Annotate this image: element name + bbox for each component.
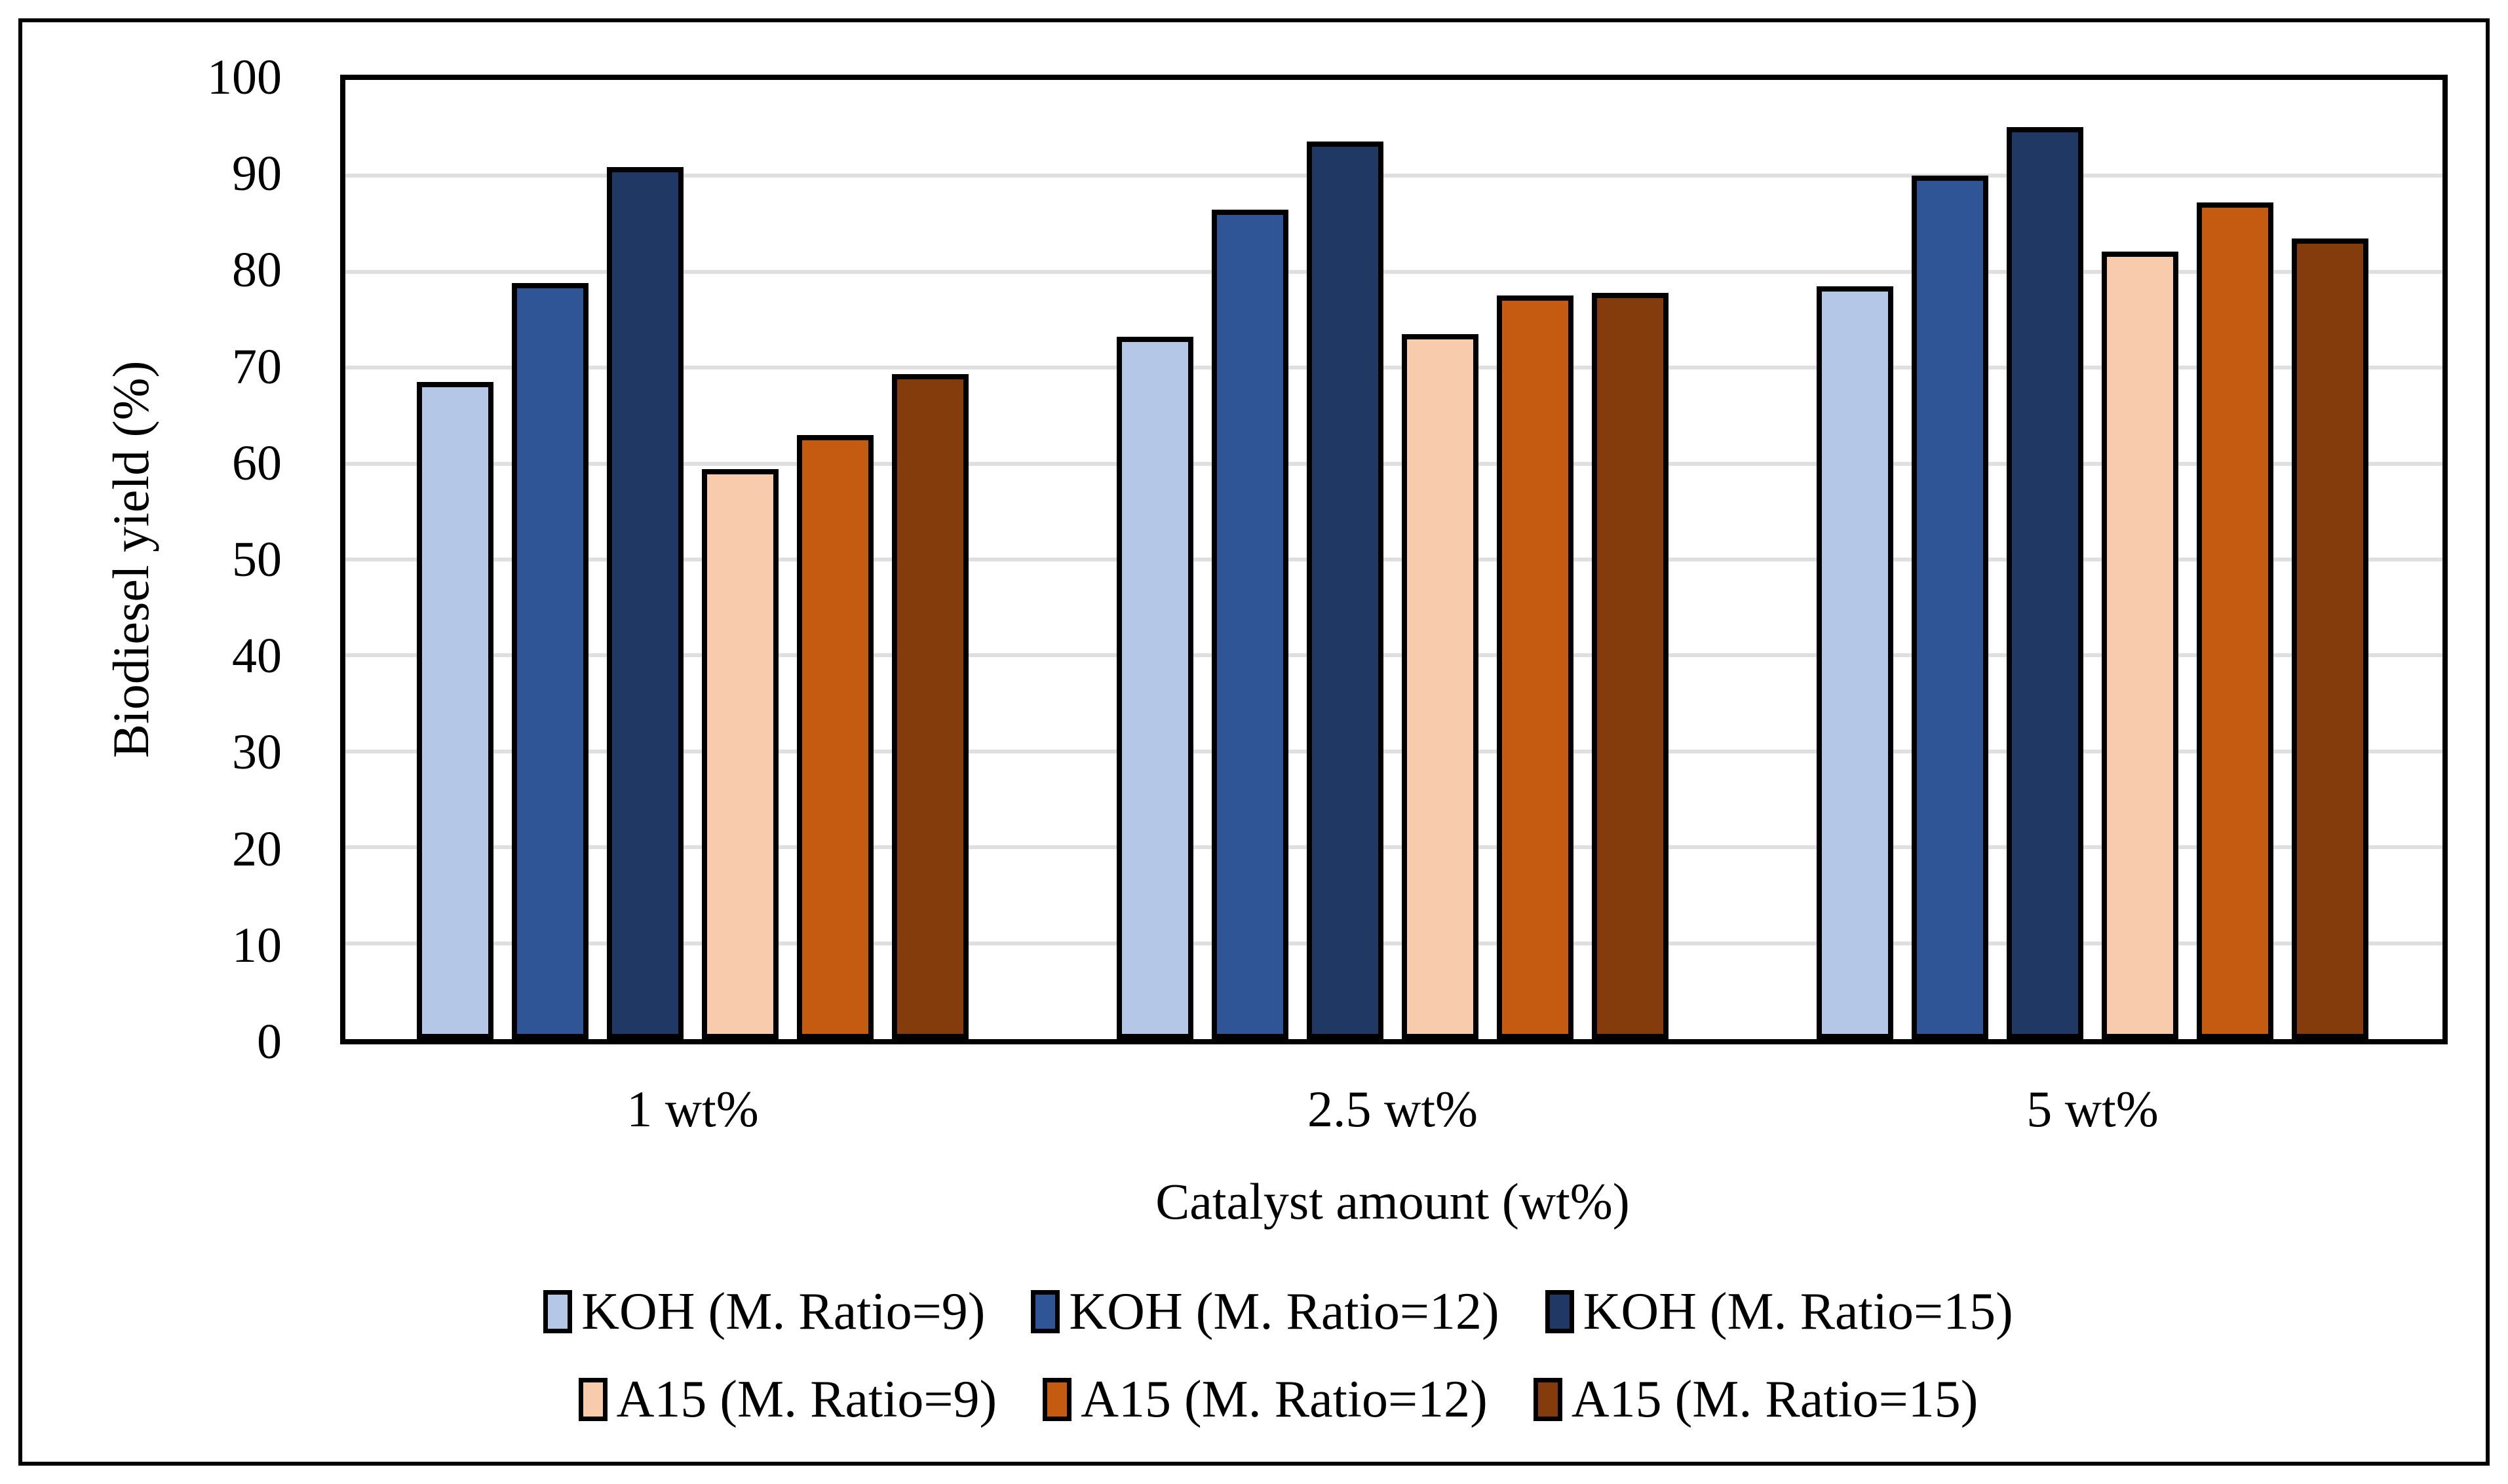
bar-A15-M-Ratio-15--5-wt% [2292,238,2368,1039]
bar-A15-M-Ratio-12--1-wt% [797,434,874,1039]
plot-area [340,75,2448,1044]
legend-label: KOH (M. Ratio=12) [1069,1283,1499,1341]
bar-KOH-M-Ratio-15--5-wt% [2007,126,2083,1039]
legend-item-KOH-M-Ratio-9-: KOH (M. Ratio=9) [543,1279,985,1344]
legend-label: A15 (M. Ratio=12) [1081,1371,1488,1428]
bar-KOH-M-Ratio-9--1-wt% [417,382,493,1039]
legend-label: A15 (M. Ratio=9) [616,1371,997,1428]
legend-item-KOH-M-Ratio-12-: KOH (M. Ratio=12) [1031,1279,1499,1344]
bar-KOH-M-Ratio-9--2.5-wt% [1117,337,1193,1039]
bar-group-2.5-wt% [1117,80,1669,1039]
gridline-60 [345,461,2442,466]
bar-group-5-wt% [1817,80,2368,1039]
y-tick-label-50: 50 [232,532,282,587]
gridline-70 [345,366,2442,370]
bar-A15-M-Ratio-12--2.5-wt% [1497,295,1573,1039]
gridline-80 [345,269,2442,274]
y-tick-label-90: 90 [232,146,282,202]
legend-label: A15 (M. Ratio=15) [1571,1371,1978,1428]
bar-KOH-M-Ratio-9--5-wt% [1817,286,1893,1039]
bar-A15-M-Ratio-12--5-wt% [2197,202,2273,1039]
gridline-30 [345,749,2442,753]
gridline-40 [345,653,2442,658]
gridline-50 [345,558,2442,561]
legend-item-A15-M-Ratio-9-: A15 (M. Ratio=9) [578,1367,997,1432]
legend-swatch-icon [578,1378,608,1421]
y-tick-label-30: 30 [232,725,282,780]
bar-A15-M-Ratio-9--5-wt% [2102,252,2178,1039]
legend-swatch-icon [1043,1378,1072,1421]
bar-A15-M-Ratio-9--1-wt% [702,469,779,1039]
chart-outer-frame [18,18,2490,1466]
bar-KOH-M-Ratio-15--1-wt% [607,167,684,1039]
y-tick-label-100: 100 [207,50,282,105]
legend-item-A15-M-Ratio-15-: A15 (M. Ratio=15) [1533,1367,1978,1432]
legend-row-2: A15 (M. Ratio=9) A15 (M. Ratio=12) A15 (M.… [578,1367,1978,1432]
bar-KOH-M-Ratio-12--5-wt% [1912,176,1988,1039]
x-category-label-5-wt%: 5 wt% [2026,1080,2159,1137]
y-tick-label-20: 20 [232,821,282,877]
legend-label: KOH (M. Ratio=15) [1583,1283,2013,1341]
legend-item-KOH-M-Ratio-15-: KOH (M. Ratio=15) [1545,1279,2013,1344]
gridline-20 [345,845,2442,850]
chart-legend: KOH (M. Ratio=9) KOH (M. Ratio=12) KOH (M.… [0,1279,2508,1432]
y-tick-label-10: 10 [232,917,282,973]
x-axis-title: Catalyst amount (wt%) [1155,1173,1630,1230]
y-tick-label-40: 40 [232,628,282,684]
legend-item-A15-M-Ratio-12-: A15 (M. Ratio=12) [1043,1367,1488,1432]
x-category-label-1-wt%: 1 wt% [627,1080,759,1137]
gridline-10 [345,941,2442,945]
legend-swatch-icon [1533,1378,1562,1421]
bar-group-1-wt% [417,80,969,1039]
bar-KOH-M-Ratio-12--2.5-wt% [1212,209,1288,1039]
legend-swatch-icon [543,1290,573,1333]
y-tick-label-70: 70 [232,339,282,394]
bar-A15-M-Ratio-15--1-wt% [892,374,969,1039]
bar-KOH-M-Ratio-12--1-wt% [512,283,588,1039]
y-axis-tick-labels: 0 10 20 30 40 50 60 70 80 90 100 [0,50,288,1069]
legend-swatch-icon [1031,1290,1060,1333]
bar-A15-M-Ratio-9--2.5-wt% [1402,333,1478,1039]
legend-row-1: KOH (M. Ratio=9) KOH (M. Ratio=12) KOH (M.… [543,1279,2013,1344]
y-tick-label-60: 60 [232,435,282,491]
x-category-label-2.5-wt%: 2.5 wt% [1307,1080,1478,1137]
legend-swatch-icon [1545,1290,1574,1333]
y-tick-label-80: 80 [232,242,282,298]
gridline-90 [345,174,2442,178]
bar-KOH-M-Ratio-15--2.5-wt% [1307,141,1383,1039]
legend-label: KOH (M. Ratio=9) [581,1283,986,1341]
bar-A15-M-Ratio-15--2.5-wt% [1592,293,1669,1039]
y-tick-label-0: 0 [257,1014,282,1069]
